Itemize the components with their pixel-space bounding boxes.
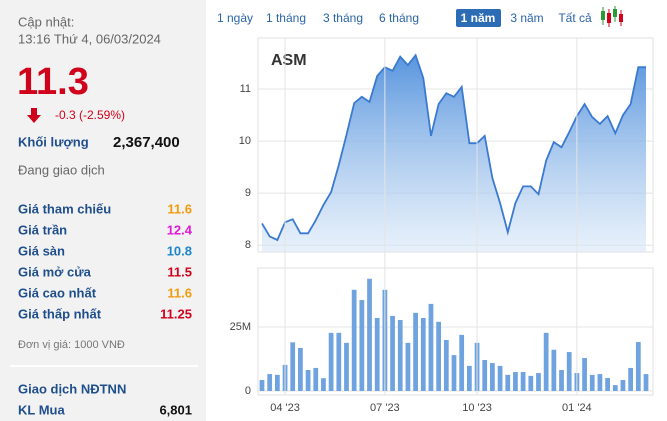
- unit-note: Đơn vị giá: 1000 VNĐ: [18, 339, 125, 351]
- row-value: 11.6: [167, 285, 192, 300]
- y-tick-label: 8: [245, 239, 251, 251]
- status: Đang giao dịch: [18, 162, 105, 177]
- volume-bar: [274, 374, 280, 391]
- volume-bar: [413, 312, 418, 391]
- volume-bar: [451, 355, 457, 391]
- volume-bar: [328, 332, 334, 391]
- foreign-title: Giao dịch NĐTNN: [18, 381, 126, 396]
- volume-bar: [367, 278, 372, 391]
- volume-bar: [582, 357, 587, 391]
- volume-bar: [497, 365, 503, 391]
- volume-plot: [257, 267, 654, 396]
- row-label: Giá sàn: [18, 243, 65, 258]
- volume-bar: [397, 320, 403, 391]
- row-label: Giá mở cửa: [18, 264, 92, 279]
- row-label: Giá cao nhất: [18, 285, 97, 300]
- volume-bar: [612, 385, 618, 391]
- volume-bar: [313, 367, 319, 391]
- volume-bar: [551, 349, 557, 391]
- row-value: 10.8: [167, 243, 192, 258]
- volume-value: 2,367,400: [113, 134, 180, 151]
- volume-bar: [528, 375, 534, 391]
- y-tick-label: 0: [245, 385, 251, 397]
- volume-bar: [405, 342, 411, 391]
- volume-bar: [420, 317, 426, 391]
- volume-bar: [336, 332, 342, 391]
- volume-bar: [597, 374, 603, 391]
- row-label: Giá tham chiếu: [18, 201, 111, 216]
- volume-bar: [643, 374, 649, 391]
- volume-bar: [436, 321, 442, 391]
- volume-bar: [628, 367, 634, 391]
- active-range-bg: [456, 9, 501, 27]
- price-change: -0.3 (-2.59%): [55, 108, 125, 122]
- volume-bar: [513, 372, 518, 391]
- range-button[interactable]: 1 tháng: [266, 11, 306, 25]
- update-time: 13:16 Thứ 4, 06/03/2024: [18, 31, 161, 46]
- range-button[interactable]: 1 năm: [461, 11, 496, 25]
- volume-bar: [490, 363, 495, 391]
- range-button[interactable]: 6 tháng: [379, 11, 419, 25]
- row-label: Giá trần: [18, 222, 67, 237]
- info-panel: [0, 0, 206, 421]
- price-area: [262, 55, 646, 253]
- chart-title: ASM: [271, 52, 307, 69]
- volume-bar: [635, 342, 641, 391]
- y-tick-label: 9: [245, 187, 251, 199]
- volume-bar: [620, 379, 626, 391]
- x-tick-label: 01 '24: [562, 402, 592, 414]
- row-value: 6,801: [159, 402, 192, 417]
- volume-bar: [443, 340, 449, 391]
- row-value: 11.25: [160, 306, 192, 321]
- volume-bar: [390, 315, 395, 391]
- volume-bar: [344, 342, 349, 391]
- volume-bar: [505, 374, 511, 391]
- x-tick-label: 07 '23: [370, 402, 400, 414]
- volume-bar: [267, 374, 273, 391]
- volume-bar: [605, 377, 610, 391]
- volume-bar: [374, 317, 380, 391]
- volume-label: Khối lượng: [18, 134, 89, 149]
- volume-bar: [520, 372, 526, 391]
- volume-bar: [459, 334, 465, 391]
- volume-bar: [466, 365, 472, 391]
- row-label: KL Mua: [18, 402, 65, 417]
- volume-bar: [589, 374, 595, 391]
- volume-bar: [428, 303, 434, 391]
- y-tick-label: 11: [240, 83, 251, 95]
- range-button[interactable]: 3 năm: [510, 11, 543, 25]
- volume-bar: [351, 289, 357, 391]
- y-tick-label: 10: [239, 135, 251, 147]
- volume-bar: [298, 347, 303, 391]
- down-arrow: [27, 108, 41, 123]
- range-button[interactable]: Tất cả: [558, 11, 592, 25]
- x-tick-label: 10 '23: [462, 402, 492, 414]
- volume-bar: [321, 378, 326, 391]
- volume-bar: [536, 373, 541, 391]
- x-tick-label: 04 '23: [270, 402, 300, 414]
- volume-bar: [566, 352, 572, 391]
- volume-bar: [259, 379, 265, 391]
- range-button[interactable]: 3 tháng: [323, 11, 363, 25]
- row-value: 11.6: [167, 201, 192, 216]
- candlestick-icon[interactable]: [601, 6, 623, 27]
- row-value: 11.5: [167, 264, 192, 279]
- price-line: [261, 53, 646, 242]
- volume-bar: [543, 332, 549, 391]
- volume-bar: [559, 369, 564, 391]
- range-button[interactable]: 1 ngày: [217, 11, 253, 25]
- volume-bar: [305, 369, 311, 391]
- volume-bar: [482, 359, 488, 391]
- y-tick-label: 25M: [230, 321, 251, 333]
- row-label: Giá thấp nhất: [18, 306, 102, 321]
- price: 11.3: [17, 61, 89, 103]
- volume-bar: [290, 342, 296, 391]
- update-label: Cập nhật:: [18, 14, 74, 29]
- row-value: 12.4: [167, 222, 193, 237]
- volume-bar: [359, 300, 365, 391]
